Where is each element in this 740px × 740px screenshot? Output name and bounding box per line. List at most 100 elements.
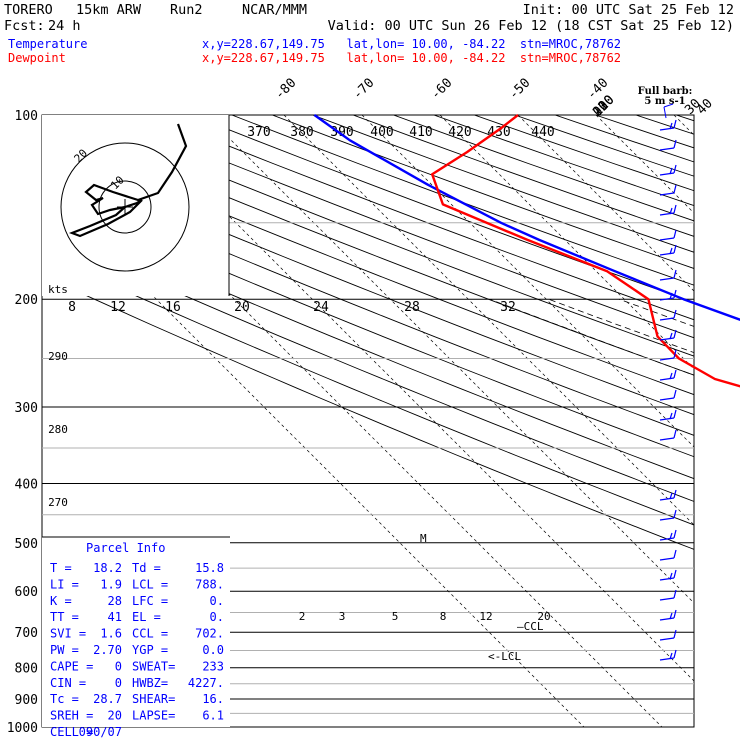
wind-barb xyxy=(659,297,675,301)
mixing-ratio-tick: 8 xyxy=(440,610,447,623)
wind-barb xyxy=(673,329,677,339)
barb-legend-line1: Full barb: xyxy=(638,86,693,97)
dewpoint-trace xyxy=(431,114,740,388)
pressure-tick: 600 xyxy=(15,585,38,600)
mixing-ratio-tick: 20 xyxy=(537,610,550,623)
isotherm xyxy=(127,115,694,682)
wind-barb xyxy=(669,372,673,380)
parcel-label: Td = xyxy=(132,561,161,575)
wind-barb xyxy=(659,557,675,561)
wind-barb xyxy=(669,612,673,620)
wind-barb xyxy=(673,349,677,359)
isotherm xyxy=(517,115,694,292)
wind-barb xyxy=(669,167,673,175)
dewpoint-legend: Dewpoint xyxy=(8,51,66,65)
parcel-label: SREH = xyxy=(50,709,93,723)
wind-barb xyxy=(659,497,675,501)
parcel-label: LFC = xyxy=(132,594,168,608)
location-dew: x,y=228.67,149.75 lat,lon= 10.00, -84.22… xyxy=(202,51,621,65)
init-label: Init: 00 UTC Sat 25 Feb 12 xyxy=(523,2,734,18)
wind-barb xyxy=(659,377,675,381)
wind-barb xyxy=(673,204,677,214)
ccl-marker: —CCL xyxy=(517,620,544,633)
run-label: Run2 xyxy=(170,2,203,18)
parcel-value: 090/07 xyxy=(79,725,122,739)
pressure-tick: 900 xyxy=(15,693,38,708)
speed-tick: 24 xyxy=(313,300,329,315)
parcel-value: 0 xyxy=(115,676,122,690)
parcel-value: 1.9 xyxy=(100,577,122,591)
wind-barb xyxy=(673,139,677,149)
wind-barb xyxy=(659,277,675,281)
pressure-labels: 100 200 300 400 500 600 700 800 900 1000 xyxy=(7,109,38,736)
parcel-value: 0 xyxy=(115,659,122,673)
moist-adiabat xyxy=(489,298,694,376)
parcel-value: 41 xyxy=(108,610,122,624)
wind-barb xyxy=(673,164,677,174)
wind-barb xyxy=(669,652,673,660)
dry-adiabat xyxy=(191,115,694,303)
location-temp: x,y=228.67,149.75 lat,lon= 10.00, -84.22… xyxy=(202,37,621,51)
wind-barb xyxy=(659,397,675,401)
isotherm-tick: -80 xyxy=(272,76,299,103)
isotherm-tick: -70 xyxy=(350,76,377,103)
lcl-marker: <-LCL xyxy=(488,650,521,663)
wind-barbs xyxy=(659,119,677,661)
wind-barb xyxy=(669,532,673,540)
speed-tick: 32 xyxy=(500,300,516,315)
dry-adiabat xyxy=(352,115,694,237)
wind-barb xyxy=(673,529,677,539)
parcel-value: 4227. xyxy=(188,676,224,690)
speed-tick: 12 xyxy=(110,300,126,315)
wind-barb xyxy=(659,637,675,641)
model-name: TORERO xyxy=(4,2,53,18)
parcel-label: Tc = xyxy=(50,692,79,706)
wind-barb xyxy=(673,184,677,194)
wind-barb xyxy=(669,572,673,580)
source-label: NCAR/MMM xyxy=(242,2,307,18)
wind-barb xyxy=(659,517,675,521)
wind-barb xyxy=(659,577,675,581)
isotherm-tick: -60 xyxy=(428,76,455,103)
wind-barb xyxy=(659,417,675,421)
fcst-label: Fcst: xyxy=(4,18,45,34)
hodograph: 20 10 kts xyxy=(42,115,230,296)
parcel-label: K = xyxy=(50,594,72,608)
hodograph-inner-ring xyxy=(98,180,152,234)
wind-barb xyxy=(673,289,677,299)
m-marker: M xyxy=(420,532,427,545)
wind-barb xyxy=(659,537,675,541)
wind-barb xyxy=(669,122,673,130)
wind-barb xyxy=(673,269,677,279)
wind-barb xyxy=(669,207,673,215)
parcel-value: 15.8 xyxy=(195,561,224,575)
wind-barb xyxy=(673,244,677,254)
hodograph-units: kts xyxy=(48,283,68,296)
wind-barb xyxy=(673,119,677,129)
isotherm-tick: 40 xyxy=(694,96,716,118)
wind-barb xyxy=(673,609,677,619)
wind-barb xyxy=(673,229,677,239)
pressure-tick: 1000 xyxy=(7,721,38,736)
wind-barb xyxy=(669,292,673,300)
theta-tick: 390 xyxy=(330,125,353,140)
parcel-value: 1.6 xyxy=(100,627,122,641)
mixing-ratio-tick: 5 xyxy=(392,610,399,623)
isotherm xyxy=(439,115,694,370)
pressure-tick: 400 xyxy=(15,477,38,492)
parcel-value: 16. xyxy=(202,692,224,706)
wind-barb xyxy=(669,412,673,420)
parcel-label: EL = xyxy=(132,610,161,624)
wind-barb xyxy=(659,192,675,196)
parcel-value: 2.70 xyxy=(93,643,122,657)
parcel-label: CELL = xyxy=(50,725,93,739)
mixing-ratio-tick: 12 xyxy=(479,610,492,623)
wind-barb xyxy=(659,212,675,216)
wind-barb xyxy=(669,247,673,255)
speed-tick: 16 xyxy=(165,300,181,315)
wind-barb xyxy=(659,657,675,661)
wind-barb xyxy=(673,509,677,519)
wind-barb xyxy=(659,617,675,621)
parcel-label: CIN = xyxy=(50,676,86,690)
parcel-label: TT = xyxy=(50,610,79,624)
